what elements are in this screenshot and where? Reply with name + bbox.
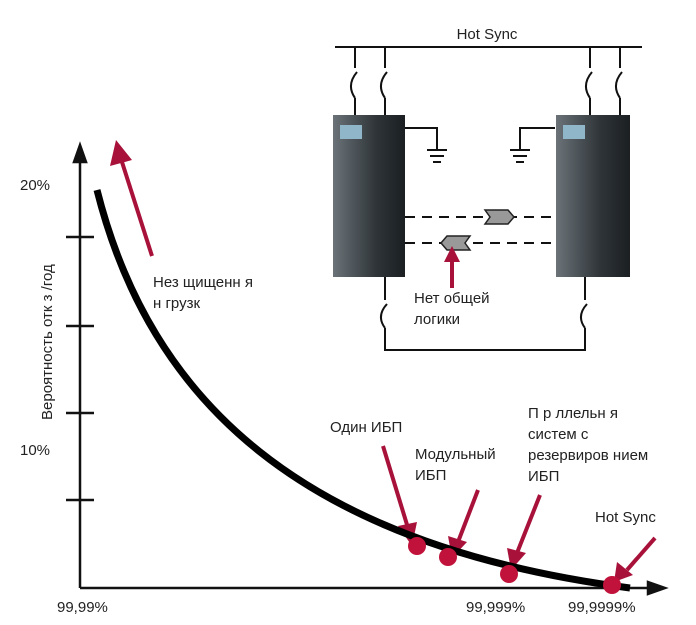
point-label: ИБП (528, 468, 559, 485)
risk-curve (93, 189, 631, 592)
unprotected-load-label: н грузк (153, 295, 200, 312)
x-tick-label: 99,99% (57, 599, 108, 616)
y-axis-label: Вероятность отк з /год (39, 264, 56, 420)
point-label: резервиров нием (528, 447, 648, 464)
points (408, 537, 621, 594)
point-label: Один ИБП (330, 419, 402, 436)
red-arrows (110, 140, 657, 582)
point-label: Модульный (415, 446, 496, 463)
y-tick-label: 10% (20, 442, 50, 459)
axes (66, 141, 669, 596)
point-label: П р ллельн я (528, 405, 618, 422)
sync-arrow (483, 209, 515, 225)
diagram (335, 46, 642, 351)
point-label: систем с (528, 426, 589, 443)
x-tick-label: 99,9999% (568, 599, 636, 616)
logic-label: логики (414, 311, 460, 328)
logic-label: Нет общей (414, 290, 490, 307)
ups-right (556, 115, 630, 277)
sync-arrow (440, 235, 472, 251)
labels: Нез щищенн я н грузк Нет общей логики Один И… (153, 274, 656, 526)
y-tick-label: 20% (20, 177, 50, 194)
x-tick-label: 99,999% (466, 599, 525, 616)
bus-label: Hot Sync (457, 26, 518, 43)
ups-left (333, 115, 405, 277)
point-label: Hot Sync (595, 509, 656, 526)
point-label: ИБП (415, 467, 446, 484)
unprotected-load-label: Нез щищенн я (153, 274, 253, 291)
